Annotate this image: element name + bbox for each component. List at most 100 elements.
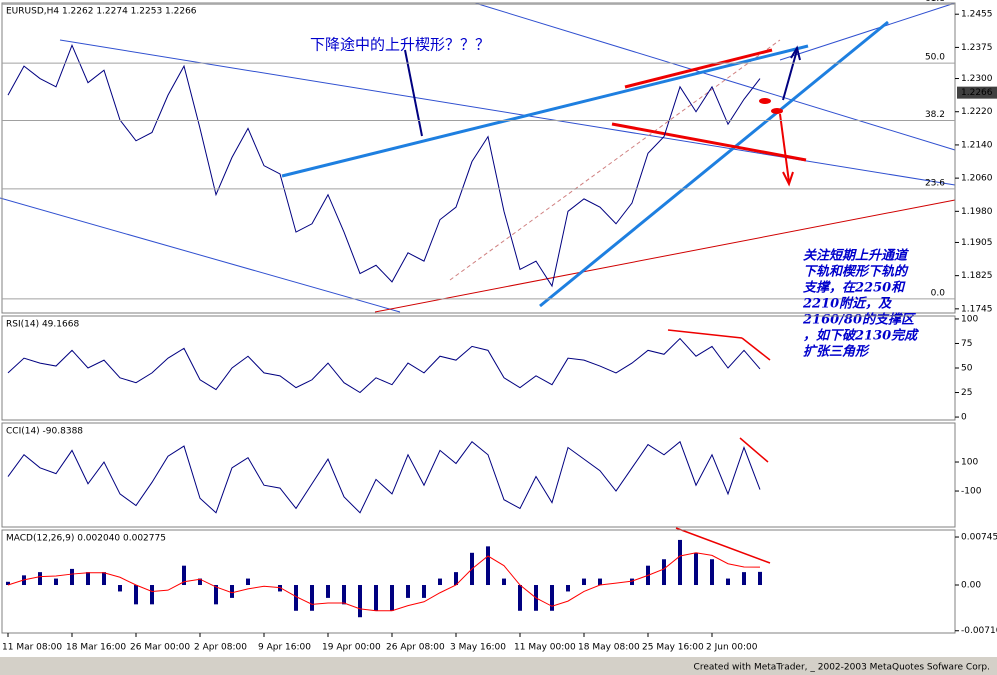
histogram-bar bbox=[246, 578, 250, 586]
y-tick-label: 1.2140 bbox=[961, 140, 993, 150]
fibo-label: 50.0 bbox=[925, 53, 945, 63]
y-tick-label: 1.1905 bbox=[961, 238, 993, 248]
histogram-bar bbox=[150, 585, 154, 605]
annotation: 下降途中的上升楔形？？？ bbox=[310, 36, 490, 54]
note-line: 扩张三角形 bbox=[803, 344, 870, 360]
y-tick-label: 1.2455 bbox=[961, 10, 993, 20]
panel-frame bbox=[1, 422, 956, 528]
histogram-bar bbox=[182, 565, 186, 586]
histogram-bar bbox=[678, 539, 682, 586]
status-bar bbox=[0, 657, 997, 675]
y-tick-label: 0 bbox=[961, 413, 967, 423]
note-line: 关注短期上升通道 bbox=[803, 248, 909, 264]
footer: Created with MetaTrader, _ 2002-2003 Met… bbox=[694, 663, 990, 673]
y-tick-label: 1.2220 bbox=[961, 107, 993, 117]
x-tick-label: 18 Mar 16:00 bbox=[66, 643, 126, 653]
histogram-bar bbox=[582, 578, 586, 586]
x-tick-label: 19 Apr 00:00 bbox=[322, 643, 381, 653]
panel-frame bbox=[1, 529, 956, 634]
histogram-bar bbox=[630, 578, 634, 586]
histogram-bar bbox=[134, 585, 138, 605]
histogram-bar bbox=[758, 571, 762, 586]
panel-title: MACD(12,26,9) 0.002040 0.002775 bbox=[6, 534, 166, 544]
histogram-bar bbox=[38, 572, 42, 586]
x-tick-label: 3 May 16:00 bbox=[450, 643, 506, 653]
y-tick-label: 1.2300 bbox=[961, 74, 993, 84]
histogram-bar bbox=[294, 585, 298, 611]
fibo-label: 61.8 bbox=[925, 0, 945, 4]
y-tick-label: 0.00745 bbox=[961, 533, 997, 543]
x-tick-label: 9 Apr 16:00 bbox=[258, 643, 311, 653]
histogram-bar bbox=[438, 578, 442, 586]
note-line: 支撑，在2250和 bbox=[803, 280, 906, 296]
histogram-bar bbox=[374, 585, 378, 611]
histogram-bar bbox=[390, 585, 394, 611]
histogram-bar bbox=[710, 559, 714, 586]
y-tick-label: 1.1980 bbox=[961, 207, 993, 217]
histogram-bar bbox=[566, 585, 570, 592]
histogram-bar bbox=[486, 546, 490, 586]
fibo-label: 23.6 bbox=[925, 178, 945, 188]
histogram-bar bbox=[230, 585, 234, 598]
note-line: 下轨和楔形下轨的 bbox=[803, 264, 909, 280]
panel-title: RSI(14) 49.1668 bbox=[6, 320, 79, 330]
histogram-bar bbox=[86, 572, 90, 586]
histogram-bar bbox=[662, 559, 666, 586]
histogram-bar bbox=[454, 572, 458, 586]
note-line: ，如下破2130完成 bbox=[803, 328, 919, 344]
x-tick-label: 2 Jun 00:00 bbox=[706, 643, 758, 653]
y-tick-label: -100 bbox=[961, 487, 982, 497]
note-line: 2210附近，及 bbox=[802, 296, 892, 312]
y-tick-label: 50 bbox=[961, 364, 973, 374]
histogram-bar bbox=[326, 585, 330, 598]
x-tick-label: 26 Apr 08:00 bbox=[386, 643, 445, 653]
drawings bbox=[0, 2, 956, 564]
x-tick-label: 18 May 08:00 bbox=[578, 643, 640, 653]
x-tick-label: 26 Mar 00:00 bbox=[130, 643, 190, 653]
note-line: 2160/80的支撑区 bbox=[802, 312, 916, 328]
histogram-bar bbox=[358, 585, 362, 618]
fibo-label: 38.2 bbox=[925, 110, 945, 120]
histogram-bar bbox=[502, 578, 506, 586]
y-tick-label: 0.00 bbox=[961, 581, 981, 591]
histogram-bar bbox=[598, 578, 602, 586]
price-label: 1.2266 bbox=[961, 88, 993, 98]
price-line bbox=[7, 440, 761, 514]
histogram-bar bbox=[694, 552, 698, 586]
x-tick-label: 11 Mar 08:00 bbox=[2, 643, 62, 653]
x-tick-label: 2 Apr 08:00 bbox=[194, 643, 247, 653]
y-tick-label: 1.2060 bbox=[961, 174, 993, 184]
histogram-bar bbox=[422, 585, 426, 598]
y-tick-label: -0.00710 bbox=[961, 626, 997, 636]
histogram-bar bbox=[310, 585, 314, 611]
histogram-bar bbox=[550, 585, 554, 611]
histogram-bar bbox=[102, 572, 106, 586]
histogram-bar bbox=[214, 585, 218, 605]
y-tick-label: 1.1745 bbox=[961, 304, 993, 314]
y-tick-label: 100 bbox=[961, 314, 978, 324]
y-tick-label: 25 bbox=[961, 388, 972, 398]
x-tick-label: 11 May 00:00 bbox=[514, 643, 576, 653]
background bbox=[0, 0, 997, 657]
histogram-bar bbox=[118, 585, 122, 592]
y-tick-label: 75 bbox=[961, 339, 972, 349]
price-line bbox=[7, 44, 761, 288]
histogram-bar bbox=[406, 585, 410, 598]
histogram-bar bbox=[278, 585, 282, 592]
y-tick-label: 1.1825 bbox=[961, 271, 993, 281]
histogram-bar bbox=[342, 585, 346, 605]
x-tick-label: 25 May 16:00 bbox=[642, 643, 704, 653]
histogram-bar bbox=[6, 581, 10, 586]
histogram-bar bbox=[726, 578, 730, 586]
histogram-bar bbox=[54, 578, 58, 586]
price-line bbox=[7, 337, 761, 394]
histogram-bar bbox=[198, 578, 202, 586]
panel-frame bbox=[1, 2, 956, 314]
histogram-bar bbox=[742, 572, 746, 586]
fibo-label: 0.0 bbox=[931, 288, 946, 298]
y-tick-label: 1.2375 bbox=[961, 43, 993, 53]
histogram-bar bbox=[70, 568, 74, 586]
price-box bbox=[957, 86, 997, 99]
histogram-bar bbox=[518, 585, 522, 611]
